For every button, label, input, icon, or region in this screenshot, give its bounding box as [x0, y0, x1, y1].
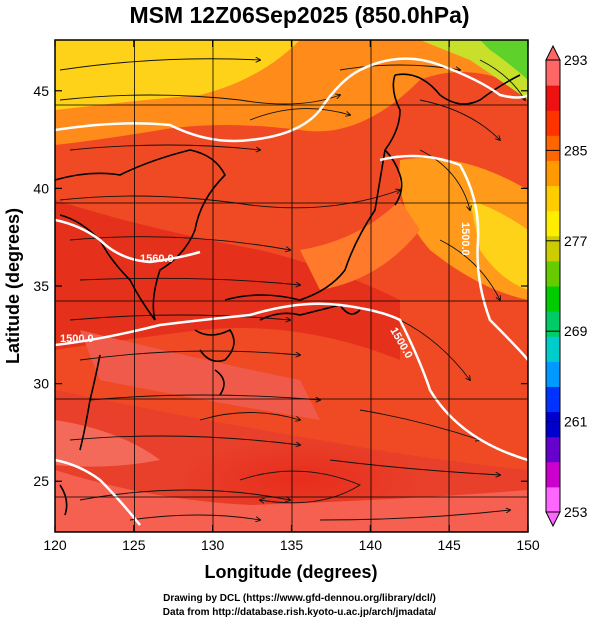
colorbar-max-arrow: [545, 44, 561, 61]
y-tick-label: 35: [33, 278, 49, 294]
x-tick-label: 130: [201, 537, 225, 553]
x-tick-label: 150: [516, 537, 540, 553]
colorbar-band: [546, 436, 560, 463]
colorbar-band: [546, 411, 560, 438]
colorbar-band: [546, 185, 560, 212]
y-tick-label: 25: [33, 473, 49, 489]
x-tick-label: 120: [43, 537, 67, 553]
colorbar-tick-label: 285: [564, 142, 588, 158]
colorbar-tick-label: 253: [564, 504, 588, 520]
y-axis: 25 30 35 40 45: [33, 83, 528, 489]
colorbar: 293 285 277 269 261 253: [545, 44, 588, 528]
y-axis-label: Latitude (degrees): [3, 208, 23, 364]
coastlines: [55, 73, 521, 516]
colorbar-band: [546, 85, 560, 111]
x-axis-label: Longitude (degrees): [204, 562, 377, 582]
x-axis: 120 125 130 135 140 145 150: [43, 40, 540, 553]
x-tick-label: 135: [280, 537, 304, 553]
contour-label: 1560.0: [140, 253, 174, 265]
y-tick-label: 30: [33, 376, 49, 392]
x-tick-label: 140: [359, 537, 383, 553]
colorbar-tick-label: 293: [564, 52, 588, 68]
colorbar-band: [546, 486, 560, 513]
colorbar-band: [546, 386, 560, 413]
credit-data: Data from http://database.rish.kyoto-u.a…: [162, 607, 437, 618]
colorbar-band: [546, 60, 560, 86]
contour-label: 1500.0: [60, 333, 94, 345]
temperature-field: [55, 40, 528, 532]
y-tick-label: 45: [33, 83, 49, 99]
colorbar-band: [546, 336, 560, 362]
colorbar-band: [546, 110, 560, 136]
colorbar-band: [546, 210, 560, 237]
x-tick-label: 145: [437, 537, 461, 553]
map-title: MSM 12Z06Sep2025 (850.0hPa): [129, 2, 470, 28]
colorbar-band: [546, 361, 560, 387]
graticule: [55, 40, 528, 532]
colorbar-band: [546, 286, 560, 312]
colorbar-band: [546, 135, 560, 161]
colorbar-band: [546, 260, 560, 287]
height-contours: [55, 57, 528, 526]
y-tick-label: 40: [33, 180, 49, 196]
colorbar-band: [546, 235, 560, 262]
colorbar-band: [546, 311, 560, 337]
x-tick-label: 125: [122, 537, 146, 553]
colorbar-tick-label: 269: [564, 323, 588, 339]
colorbar-band: [546, 160, 560, 187]
colorbar-band: [546, 461, 560, 488]
contour-label: 1500.0: [459, 222, 471, 256]
colorbar-min-arrow: [545, 511, 561, 528]
credit-drawing: Drawing by DCL (https://www.gfd-dennou.o…: [163, 593, 436, 604]
colorbar-tick-label: 277: [564, 233, 588, 249]
credits: Drawing by DCL (https://www.gfd-dennou.o…: [0, 592, 599, 620]
colorbar-tick-label: 261: [564, 414, 588, 430]
